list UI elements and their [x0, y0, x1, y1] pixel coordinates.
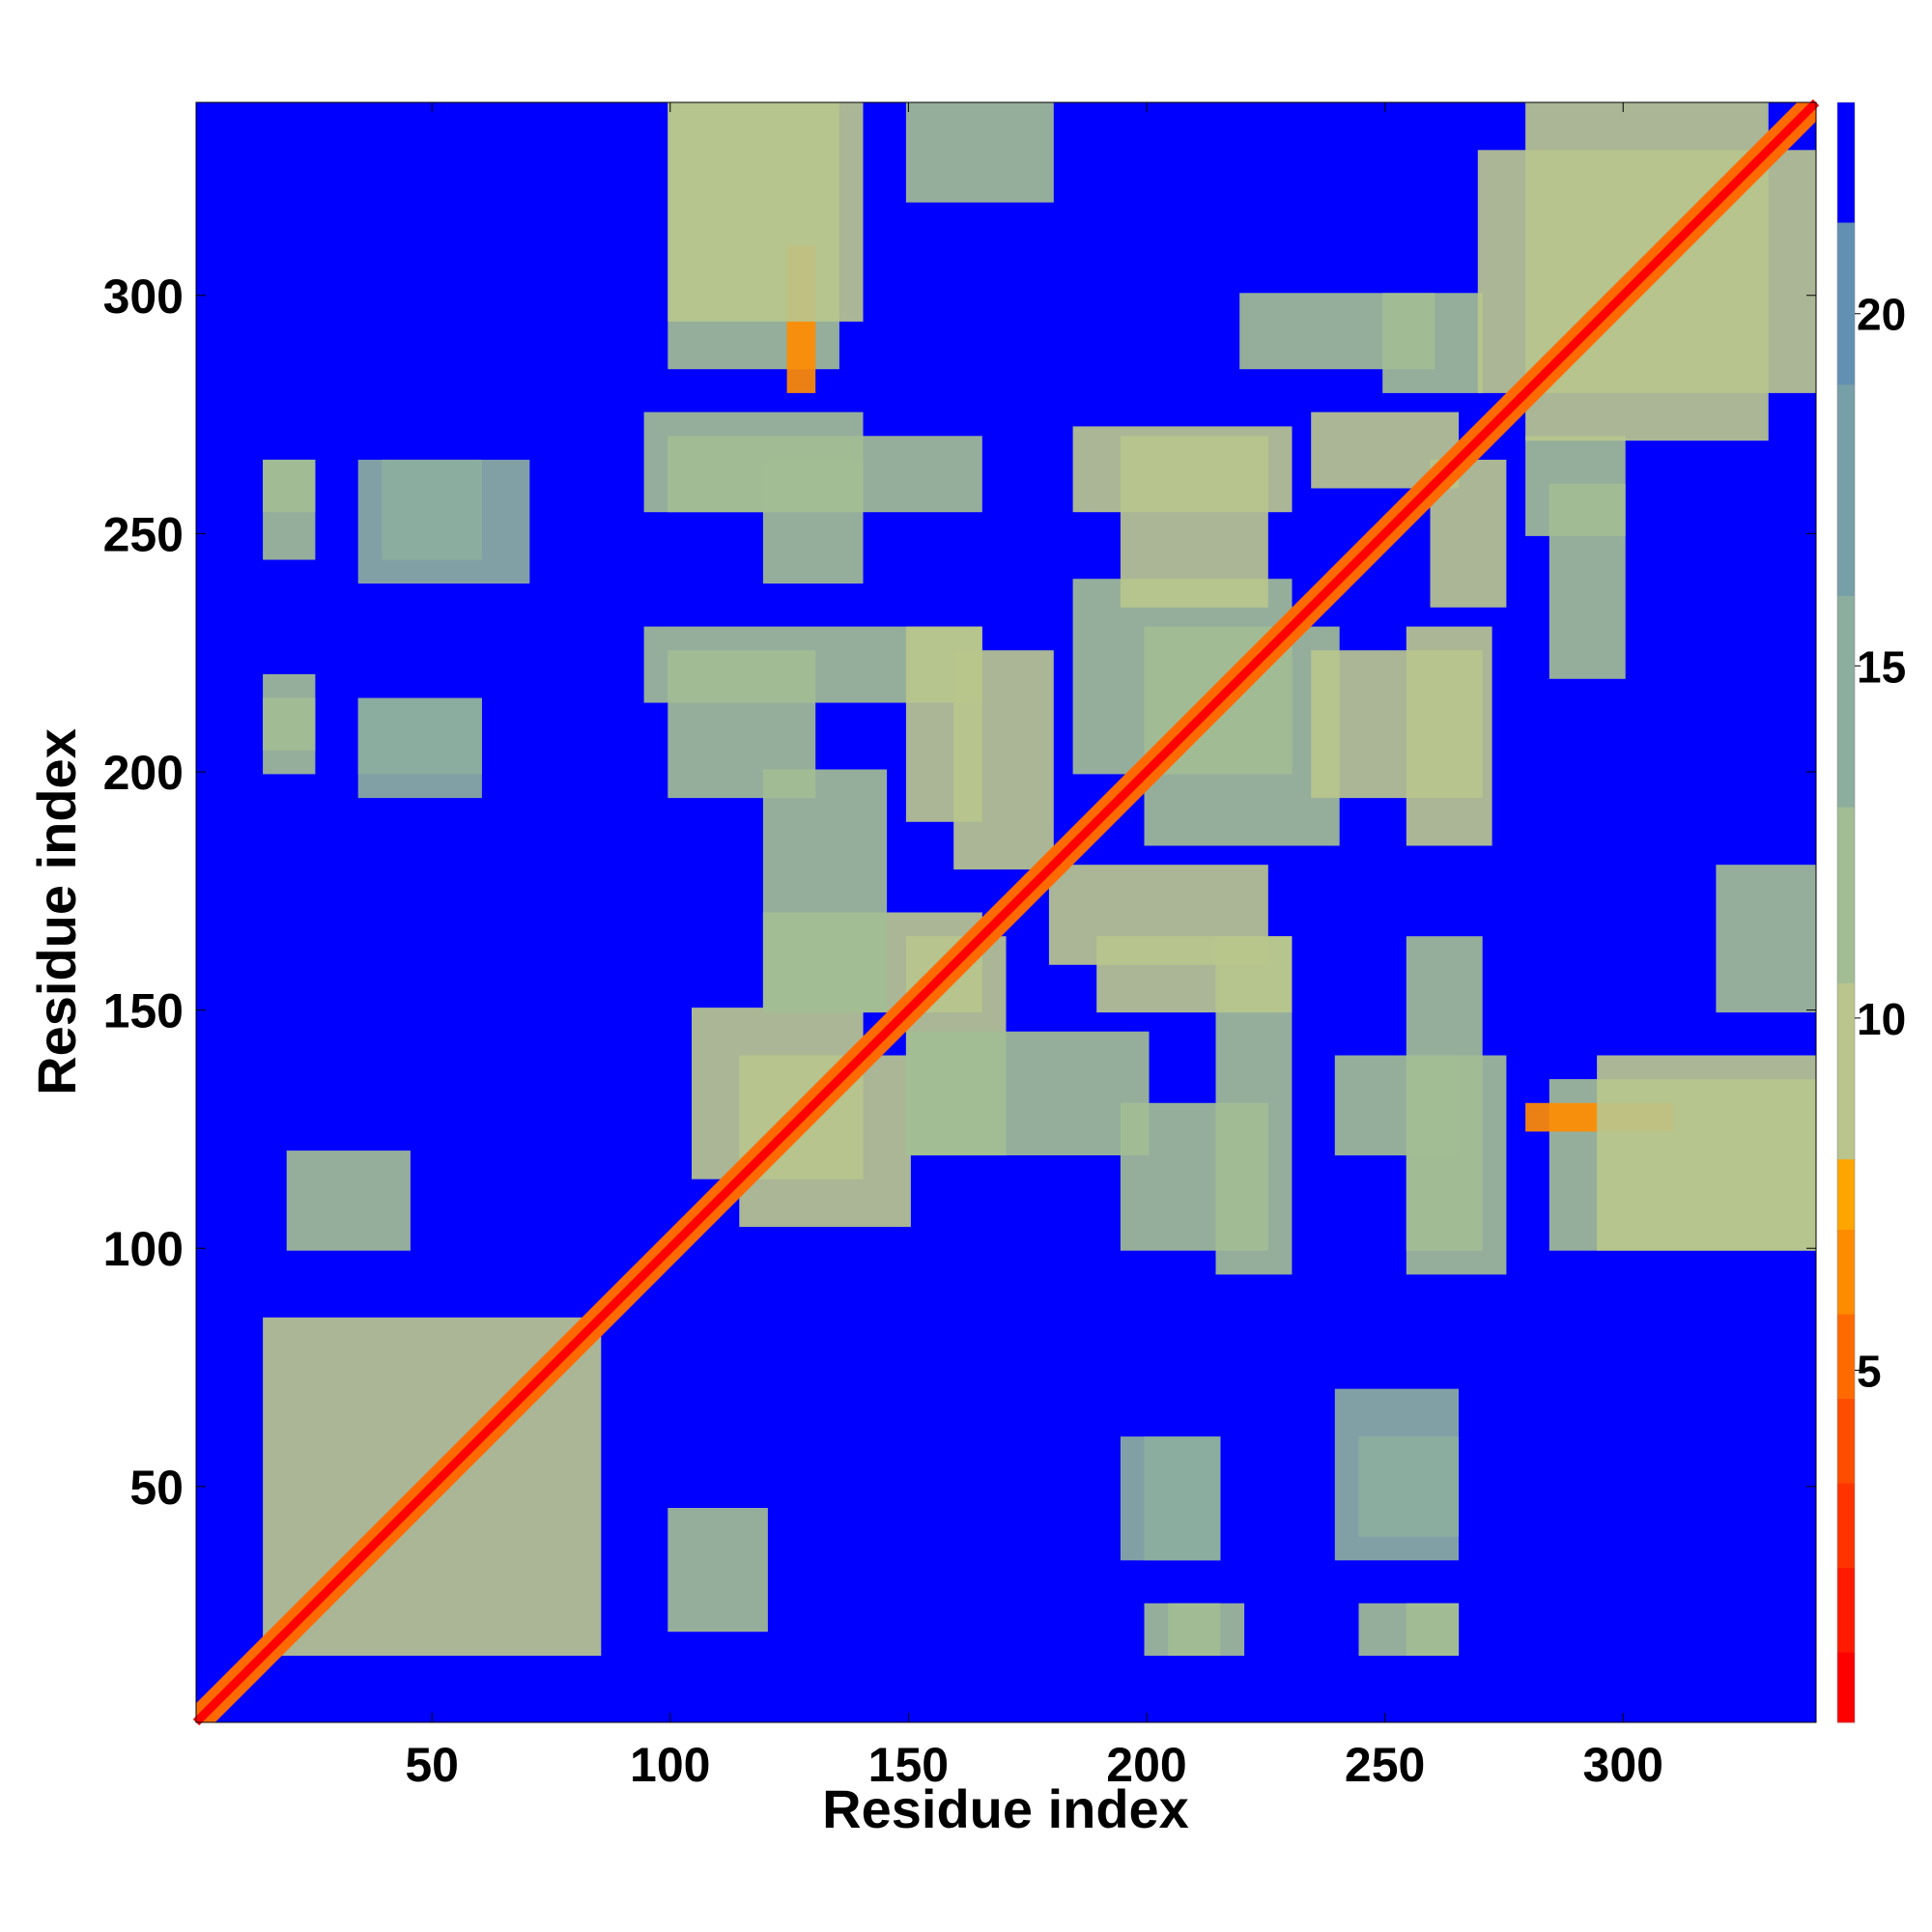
contact-region [1120, 1102, 1268, 1251]
plot-frame [195, 101, 1817, 1723]
colorbar-frame [1836, 101, 1856, 1723]
colorbar-segment [1837, 982, 1855, 1160]
contact-region [1406, 936, 1483, 1251]
contact-region [668, 436, 982, 513]
contact-region [357, 697, 482, 775]
heatmap-cells [192, 99, 1820, 1726]
y-tick-label: 100 [103, 1222, 184, 1276]
colorbar-segment [1837, 1158, 1855, 1231]
contact-region [263, 697, 316, 775]
colorbar-segment [1837, 222, 1855, 385]
contact-region [1548, 483, 1626, 679]
contact-region [357, 459, 530, 584]
contact-region [668, 650, 816, 799]
contact-region [1144, 1603, 1221, 1656]
contact-region [1334, 1388, 1459, 1561]
contact-region [1358, 1603, 1460, 1656]
y-tick-label: 300 [103, 270, 184, 324]
colorbar-segment [1837, 1229, 1855, 1315]
contact-region [286, 1151, 411, 1251]
colorbar: 5 10 15 20 [1836, 101, 1906, 1723]
contact-region [905, 626, 982, 822]
colorbar-tick-label: 5 [1857, 1346, 1882, 1396]
diagonal-line [192, 99, 1820, 1726]
x-tick-label: 250 [1345, 1738, 1425, 1792]
contact-map-plot-area [192, 99, 1820, 1726]
colorbar-segment [1837, 1483, 1855, 1569]
contact-region [905, 1031, 1150, 1155]
y-tick-label: 150 [103, 984, 184, 1038]
colorbar-segment [1837, 1398, 1855, 1484]
colorbar-segment [1837, 384, 1855, 596]
y-axis-label: Residue index [26, 728, 87, 1095]
contact-region [668, 102, 864, 322]
contact-region [1716, 865, 1816, 1013]
x-tick-label: 100 [630, 1738, 710, 1792]
colorbar-segment [1837, 595, 1855, 808]
contact-region [1096, 936, 1293, 1013]
contact-region [905, 102, 1054, 203]
colorbar-tick-label: 15 [1857, 641, 1906, 692]
contact-region [1239, 293, 1435, 370]
x-tick-label: 150 [868, 1738, 949, 1792]
y-tick-label: 250 [103, 507, 184, 561]
contact-region [263, 459, 316, 560]
y-tick-label: 50 [129, 1461, 184, 1515]
x-tick-label: 200 [1106, 1738, 1186, 1792]
contact-region [762, 769, 888, 1013]
colorbar-tick-label: 20 [1857, 290, 1906, 340]
colorbar-segment [1837, 807, 1855, 983]
x-axis: 50 100 150 200 250 300 [405, 102, 1663, 1792]
contact-region [1120, 436, 1268, 608]
y-axis: 50 100 150 200 250 300 [103, 270, 1816, 1515]
contact-region [1311, 650, 1483, 799]
contact-region [1144, 1436, 1221, 1561]
x-axis-label: Residue index [822, 1778, 1189, 1839]
colorbar-segment [1837, 1314, 1855, 1400]
contact-region [1597, 1055, 1816, 1251]
colorbar-segment [1837, 1567, 1855, 1653]
x-tick-label: 300 [1583, 1738, 1663, 1792]
colorbar-tick-label: 10 [1857, 994, 1906, 1044]
colorbar-segment [1837, 1652, 1855, 1723]
x-tick-label: 50 [405, 1738, 459, 1792]
colorbar-segment [1837, 102, 1855, 223]
contact-region [668, 1508, 768, 1633]
y-tick-label: 200 [103, 746, 184, 800]
